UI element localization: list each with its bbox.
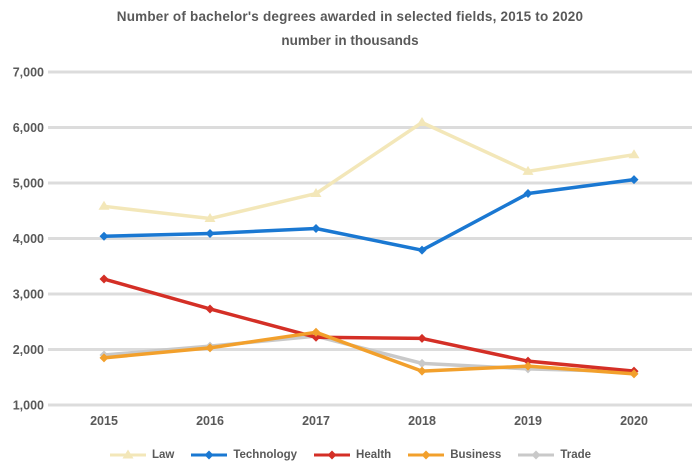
series-marker-health — [99, 274, 109, 284]
legend-line-sample-icon — [314, 450, 351, 460]
series-marker-technology — [523, 189, 533, 199]
series-marker-trade — [417, 358, 427, 368]
legend-line-sample-icon — [191, 450, 228, 460]
series-line-law — [102, 120, 636, 221]
series-marker-business — [417, 366, 427, 376]
y-axis-tick-label: 4,000 — [13, 232, 44, 246]
legend-item-business: Business — [407, 449, 501, 461]
y-axis-tick-label: 3,000 — [13, 288, 44, 302]
legend-item-technology: Technology — [190, 449, 297, 461]
series-marker-law — [416, 117, 428, 127]
legend-label: Technology — [233, 449, 298, 461]
series-marker-technology — [417, 245, 427, 255]
series-line-trade — [102, 334, 636, 374]
series-marker-technology — [311, 224, 321, 234]
x-axis-tick-label: 2020 — [620, 414, 648, 428]
legend-item-trade: Trade — [517, 449, 591, 461]
y-axis-tick-label: 5,000 — [13, 177, 44, 191]
x-axis-tick-label: 2016 — [196, 414, 224, 428]
series-marker-health — [205, 304, 215, 314]
y-axis-tick-label: 7,000 — [13, 66, 44, 80]
series-marker-law — [628, 149, 640, 159]
series-marker-law — [310, 188, 322, 198]
legend-label: Business — [450, 449, 502, 461]
legend-item-health: Health — [313, 449, 391, 461]
chart-subtitle: number in thousands — [281, 33, 419, 48]
series-marker-business — [311, 327, 321, 337]
y-axis-tick-label: 2,000 — [13, 343, 44, 357]
series-marker-health — [523, 356, 533, 366]
series-marker-health — [311, 332, 321, 342]
chart-title: Number of bachelor's degrees awarded in … — [116, 9, 584, 24]
series-line-business — [102, 330, 636, 376]
series-marker-law — [522, 165, 534, 175]
legend-label: Trade — [560, 449, 592, 461]
x-axis-tick-label: 2018 — [408, 414, 436, 428]
series-marker-business — [205, 343, 215, 353]
plot-area: 7,000 6,000 5,000 4,000 3,000 2,000 1,000 2015 2… — [13, 66, 692, 428]
series-marker-technology — [205, 229, 215, 239]
series-marker-business — [523, 361, 533, 371]
series-marker-health — [417, 333, 427, 343]
y-axis-tick-label: 6,000 — [13, 121, 44, 135]
x-axis-tick-label: 2019 — [514, 414, 542, 428]
legend-item-law: Law — [109, 449, 174, 461]
series-marker-law — [204, 213, 216, 223]
legend-line-sample-icon — [109, 449, 146, 459]
series-marker-technology — [629, 175, 639, 185]
legend: Law Technology Health Business Trade — [0, 449, 700, 461]
series-marker-business — [629, 369, 639, 379]
series-line-health — [102, 277, 636, 373]
x-axis-tick-label: 2017 — [302, 414, 330, 428]
legend-line-sample-icon — [518, 450, 555, 460]
legend-label: Health — [356, 449, 392, 461]
series-line-technology — [102, 177, 636, 252]
legend-line-sample-icon — [408, 450, 445, 460]
y-axis-tick-label: 1,000 — [13, 399, 44, 413]
series-marker-technology — [99, 231, 109, 241]
series-marker-law — [98, 200, 110, 210]
legend-label: Law — [151, 449, 175, 461]
series-marker-business — [99, 353, 109, 363]
x-axis-tick-label: 2015 — [90, 414, 118, 428]
